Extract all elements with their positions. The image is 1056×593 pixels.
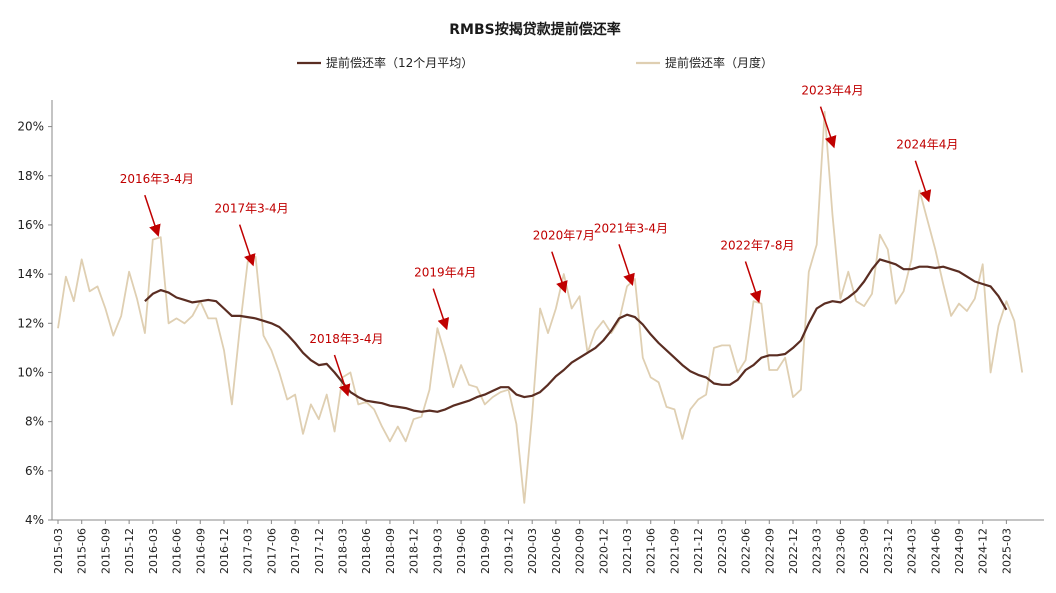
x-tick-label: 2015-06 <box>76 528 89 574</box>
x-tick-label: 2021-12 <box>692 528 705 574</box>
x-tick-label: 2021-09 <box>668 528 681 574</box>
x-tick-label: 2019-09 <box>479 528 492 574</box>
annotation-label: 2019年4月 <box>414 266 476 280</box>
x-tick-label: 2017-03 <box>242 528 255 574</box>
annotation-arrow <box>551 251 568 294</box>
annotation-arrow <box>744 261 762 304</box>
x-tick-label: 2024-06 <box>929 528 942 574</box>
annotation-arrow <box>144 194 161 237</box>
x-tick-label: 2025-03 <box>1000 528 1013 574</box>
x-tick-label: 2020-03 <box>526 528 539 574</box>
axes <box>51 100 1044 521</box>
x-tick-label: 2018-12 <box>408 528 421 574</box>
x-tick-label: 2022-06 <box>740 528 753 574</box>
x-tick-label: 2015-12 <box>123 528 136 574</box>
y-axis-ticks: 4% 6% 8% 10% 12% 14% 16% 18% 20% <box>17 120 52 527</box>
x-tick-label: 2022-09 <box>763 528 776 574</box>
annotations: 2016年3-4月 2017年3-4月 2018年3-4月 2019年4月 2020年7… <box>120 84 958 397</box>
x-tick-label: 2024-09 <box>953 528 966 574</box>
y-tick-label: 4% <box>25 513 44 527</box>
annotation-arrow <box>432 288 450 331</box>
x-tick-label: 2021-03 <box>621 528 634 574</box>
x-tick-label: 2023-12 <box>882 528 895 574</box>
x-tick-label: 2018-03 <box>337 528 350 574</box>
x-tick-label: 2019-06 <box>455 528 468 574</box>
x-tick-label: 2015-09 <box>99 528 112 574</box>
x-tick-label: 2016-09 <box>194 528 207 574</box>
annotation-label: 2023年4月 <box>801 84 863 98</box>
legend-label-monthly: 提前偿还率（月度） <box>665 55 773 70</box>
series-line-12m-avg <box>144 258 1008 413</box>
legend: 提前偿还率（12个月平均） 提前偿还率（月度） <box>297 55 773 70</box>
y-tick-label: 18% <box>17 169 44 183</box>
y-tick-label: 14% <box>17 267 44 281</box>
y-tick-label: 6% <box>25 464 44 478</box>
x-tick-label: 2018-06 <box>360 528 373 574</box>
series-line-monthly <box>57 110 1024 504</box>
y-tick-label: 10% <box>17 365 44 379</box>
annotation-label: 2017年3-4月 <box>215 202 289 216</box>
annotation-label: 2021年3-4月 <box>594 221 668 235</box>
annotation-arrow <box>618 244 635 287</box>
x-tick-label: 2020-09 <box>574 528 587 574</box>
x-tick-label: 2018-09 <box>384 528 397 574</box>
x-tick-label: 2021-06 <box>645 528 658 574</box>
x-tick-label: 2022-12 <box>787 528 800 574</box>
x-tick-label: 2023-03 <box>811 528 824 574</box>
x-tick-label: 2024-12 <box>977 528 990 574</box>
x-tick-label: 2016-12 <box>218 528 231 574</box>
y-tick-label: 16% <box>17 218 44 232</box>
annotation-label: 2016年3-4月 <box>120 172 194 186</box>
annotation-label: 2024年4月 <box>896 138 958 152</box>
x-tick-label: 2024-03 <box>906 528 919 574</box>
annotation-arrow <box>819 106 837 149</box>
x-tick-label: 2019-03 <box>431 528 444 574</box>
annotation-arrow <box>333 354 351 397</box>
x-tick-label: 2017-09 <box>289 528 302 574</box>
x-tick-label: 2017-12 <box>313 528 326 574</box>
x-tick-label: 2019-12 <box>502 528 515 574</box>
annotation-label: 2020年7月 <box>533 229 595 243</box>
x-tick-label: 2022-03 <box>716 528 729 574</box>
x-tick-label: 2015-03 <box>52 528 65 574</box>
annotation-arrow <box>238 224 256 267</box>
x-tick-label: 2023-06 <box>834 528 847 574</box>
y-tick-label: 12% <box>17 316 44 330</box>
y-tick-label: 8% <box>25 415 44 429</box>
annotation-arrow <box>914 160 932 203</box>
x-tick-label: 2020-12 <box>597 528 610 574</box>
series-lines <box>57 110 1024 504</box>
x-tick-label: 2016-03 <box>147 528 160 574</box>
annotation-label: 2018年3-4月 <box>309 332 383 346</box>
annotation-label: 2022年7-8月 <box>720 239 794 253</box>
chart-title: RMBS按揭贷款提前偿还率 <box>449 21 620 38</box>
x-tick-label: 2023-09 <box>858 528 871 574</box>
x-tick-label: 2016-06 <box>171 528 184 574</box>
x-axis-ticks: 2015-03 2015-06 2015-09 2015-12 2016-03 2016-… <box>52 520 1013 574</box>
y-tick-label: 20% <box>17 120 44 134</box>
legend-label-avg: 提前偿还率（12个月平均） <box>326 55 473 70</box>
x-tick-label: 2017-06 <box>265 528 278 574</box>
x-tick-label: 2020-06 <box>550 528 563 574</box>
